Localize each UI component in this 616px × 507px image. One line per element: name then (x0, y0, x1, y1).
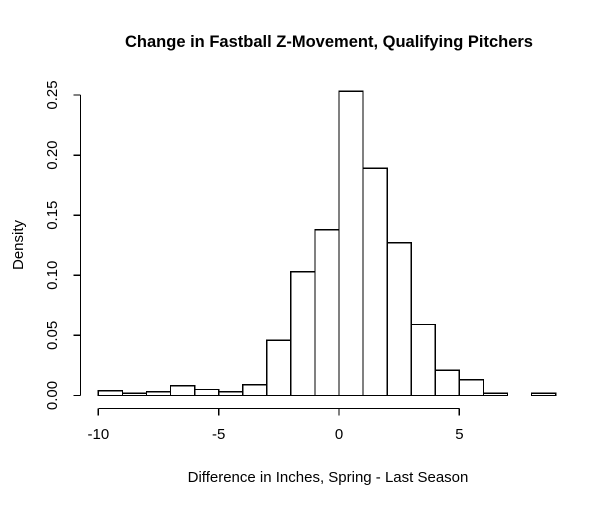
histogram-bar (434, 369, 461, 397)
histogram-bar (97, 390, 124, 397)
y-tick-label: 0.10 (44, 261, 61, 290)
x-tick-label: -5 (212, 426, 225, 443)
histogram-bar (386, 242, 412, 397)
x-tick-label: 0 (335, 426, 343, 443)
axes: 0.00 0.05 0.10 0.15 0.20 0.25 -10 -5 0 5 (44, 80, 464, 443)
histogram-bar (338, 90, 364, 397)
histogram-bar (458, 379, 485, 397)
histogram-bar (169, 385, 196, 397)
histogram-bar (242, 384, 268, 397)
y-tick-label: 0.25 (44, 80, 61, 109)
histogram-bar (121, 392, 148, 397)
histogram-bars (97, 90, 557, 397)
y-tick-label: 0.20 (44, 140, 61, 169)
histogram-bar (218, 391, 244, 397)
histogram-bar (482, 392, 509, 397)
histogram-bar (290, 271, 316, 397)
histogram-bar (410, 323, 436, 397)
y-tick-label: 0.15 (44, 201, 61, 230)
histogram-bar (145, 391, 172, 397)
y-tick-label: 0.00 (44, 381, 61, 410)
chart-title: Change in Fastball Z-Movement, Qualifyin… (125, 33, 533, 51)
histogram-bar (314, 228, 340, 397)
x-tick-label: 5 (455, 426, 463, 443)
y-tick-label: 0.05 (44, 321, 61, 350)
y-axis-label: Density (10, 219, 27, 270)
histogram-bar (530, 392, 557, 397)
x-axis-label: Difference in Inches, Spring - Last Seas… (188, 469, 469, 486)
histogram-bar (362, 167, 388, 397)
x-tick-label: -10 (88, 426, 110, 443)
histogram-bar (193, 388, 220, 397)
histogram-bar (266, 339, 292, 397)
